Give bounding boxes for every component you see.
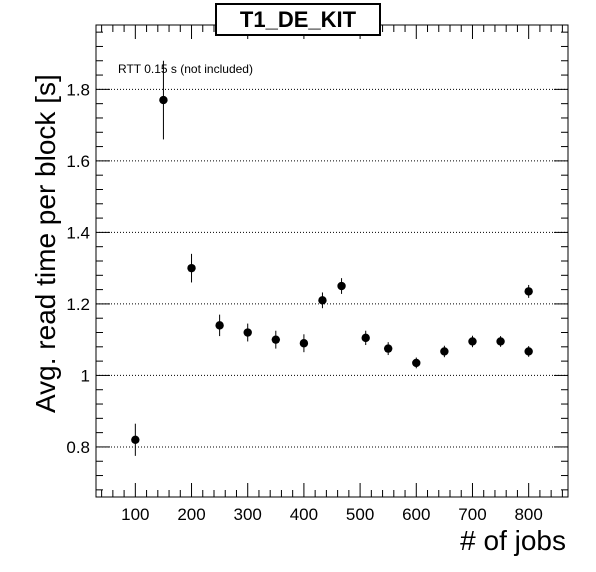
axis-ticks (96, 25, 568, 497)
y-tick-label: 1.4 (66, 223, 90, 242)
y-tick-label: 1.6 (66, 152, 90, 171)
x-tick-label: 100 (121, 505, 149, 524)
data-point (243, 328, 252, 337)
data-point (131, 435, 140, 444)
y-tick-label: 1.2 (66, 295, 90, 314)
x-tick-label: 200 (177, 505, 205, 524)
data-point (361, 333, 370, 343)
data-point (271, 335, 281, 344)
x-tick-label: 600 (402, 505, 430, 524)
data-point (159, 95, 168, 105)
x-tick-label: 800 (514, 505, 542, 524)
y-axis-label: Avg. read time per block [s] (30, 74, 61, 413)
chart-title: T1_DE_KIT (215, 3, 381, 36)
data-point (468, 337, 477, 346)
y-tick-label: 1 (81, 366, 90, 385)
rtt-annotation: RTT 0.15 s (not included) (118, 62, 253, 76)
x-tick-label: 400 (290, 505, 318, 524)
data-point (187, 263, 196, 273)
data-point (215, 321, 224, 330)
data-point (318, 296, 327, 305)
data-point (524, 287, 533, 296)
x-tick-label: 300 (234, 505, 262, 524)
x-axis-label: # of jobs (460, 525, 566, 556)
data-points (131, 60, 533, 456)
plot-frame (95, 24, 569, 498)
data-point (412, 358, 421, 368)
grid-lines (96, 88, 568, 448)
x-tick-label: 500 (346, 505, 374, 524)
x-tick-label: 700 (458, 505, 486, 524)
data-point (440, 347, 449, 356)
data-point (299, 339, 309, 348)
data-point (337, 281, 346, 291)
tick-labels: 0.8 1 1.2 1.4 1.6 1.8 100 200 300 400 500 600 700 800 (66, 80, 542, 524)
data-point (496, 337, 505, 346)
data-point (383, 344, 393, 353)
y-tick-label: 0.8 (66, 438, 90, 457)
data-point (524, 347, 533, 356)
y-tick-label: 1.8 (66, 80, 90, 99)
